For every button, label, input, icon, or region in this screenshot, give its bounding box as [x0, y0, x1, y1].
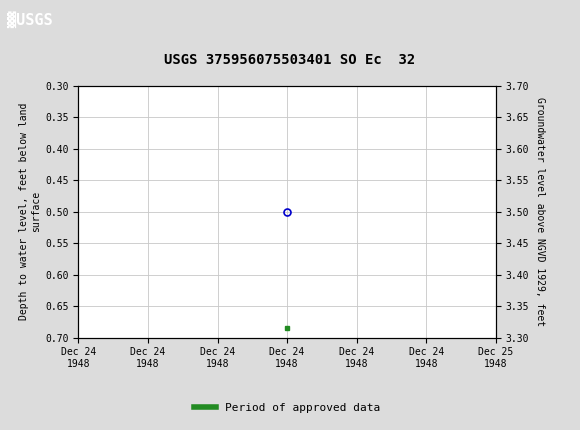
Text: USGS 375956075503401 SO Ec  32: USGS 375956075503401 SO Ec 32 [164, 52, 416, 67]
Legend: Period of approved data: Period of approved data [190, 399, 385, 418]
Text: ▓USGS: ▓USGS [7, 11, 53, 28]
Y-axis label: Depth to water level, feet below land
surface: Depth to water level, feet below land su… [19, 103, 41, 320]
Y-axis label: Groundwater level above NGVD 1929, feet: Groundwater level above NGVD 1929, feet [535, 97, 545, 326]
